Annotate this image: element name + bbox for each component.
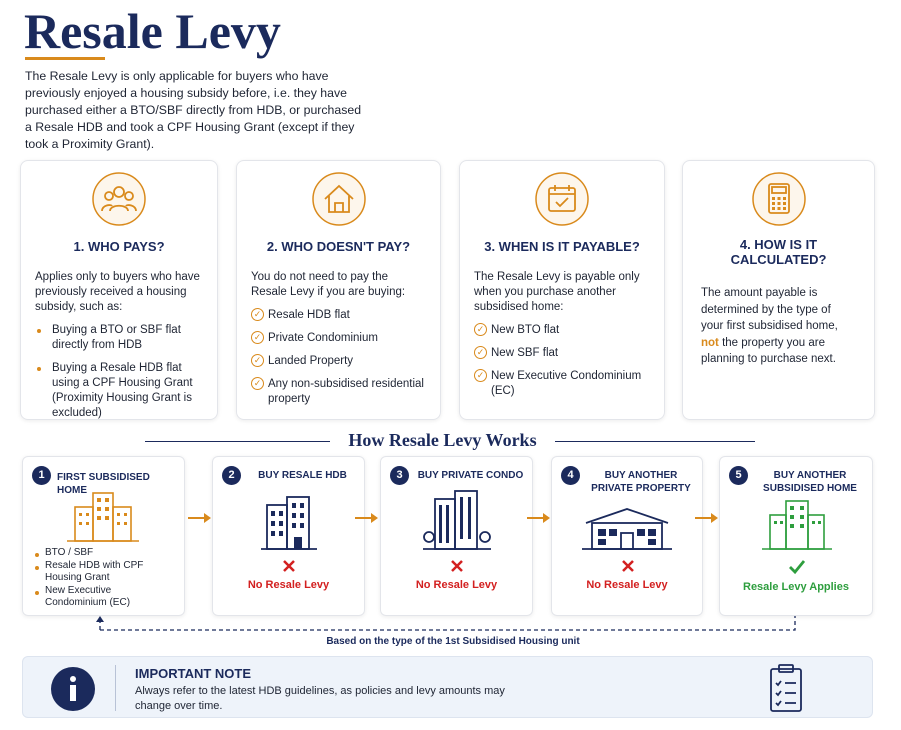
step-title: BUY PRIVATE CONDO: [417, 470, 524, 481]
card: 4. HOW IS IT CALCULATED? The amount paya…: [682, 160, 875, 420]
step-number: 5: [729, 466, 748, 485]
house-icon: [582, 508, 672, 550]
list-item: Landed Property: [251, 354, 426, 369]
list-item: Resale HDB with CPF Housing Grant: [33, 560, 173, 584]
step: 2 BUY RESALE HDB No Resale Levy: [212, 456, 365, 616]
step-number: 3: [390, 466, 409, 485]
building-icon: [261, 496, 317, 550]
list-item: BTO / SBF: [33, 547, 173, 559]
divider: [145, 441, 330, 442]
card-text: The amount payable is determined by the …: [697, 285, 860, 368]
title: Resale Levy: [24, 3, 281, 59]
step: 1 FIRST SUBSIDISED HOME BTO / SBF Resale …: [22, 456, 185, 616]
text: the property you are planning to purchas…: [701, 336, 836, 366]
list: Buying a BTO or SBF flat directly from H…: [35, 323, 203, 421]
list-item: Buying a Resale HDB flat using a CPF Hou…: [35, 361, 203, 421]
card: 2. WHO DOESN'T PAY? You do not need to p…: [236, 160, 441, 420]
building-icon: [67, 492, 139, 542]
list-item: New Executive Condominium (EC): [474, 369, 650, 399]
note-text: Always refer to the latest HDB guideline…: [135, 685, 505, 712]
step-title: BUY RESALE HDB: [258, 470, 347, 481]
step-result: No Resale Levy: [586, 579, 668, 591]
emphasis: not: [701, 336, 719, 349]
card-text: The Resale Levy is payable only when you…: [474, 271, 640, 313]
cross-icon: [622, 560, 634, 572]
icon: [92, 172, 146, 226]
card-title: 1. WHO PAYS?: [73, 239, 165, 254]
step-result: No Resale Levy: [247, 579, 330, 591]
step-number: 1: [32, 466, 51, 485]
step-title: BUY ANOTHER SUBSIDISED HOME: [763, 470, 857, 494]
note: IMPORTANT NOTE Always refer to the lates…: [22, 656, 873, 718]
step: 5 BUY ANOTHER SUBSIDISED HOME Resale Lev…: [719, 456, 873, 616]
step-number: 4: [561, 466, 580, 485]
info-icon: [51, 667, 95, 711]
list-item: Buying a BTO or SBF flat directly from H…: [35, 323, 203, 353]
step-title: FIRST SUBSIDISED HOME: [57, 472, 150, 496]
cross-icon: [451, 560, 463, 572]
card-title: 2. WHO DOESN'T PAY?: [266, 239, 411, 254]
list-item: New Executive Condominium (EC): [33, 585, 173, 609]
list-item: Any non-subsidised residential property: [251, 377, 426, 407]
list: New BTO flat New SBF flat New Executive Co…: [474, 323, 650, 399]
icon: [535, 172, 589, 226]
step-result: No Resale Levy: [415, 579, 498, 591]
list: BTO / SBF Resale HDB with CPF Housing Gra…: [33, 547, 173, 610]
card-text: You do not need to pay the Resale Levy i…: [251, 271, 406, 298]
card-text: Applies only to buyers who have previous…: [35, 271, 200, 313]
footnote: Based on the type of the 1st Subsidised …: [326, 636, 580, 647]
card-title: 4. HOW IS IT CALCULATED?: [730, 237, 827, 267]
list-item: Private Condominium: [251, 331, 426, 346]
list-item: New SBF flat: [474, 346, 650, 361]
section-heading: How Resale Levy Works: [348, 430, 537, 450]
step: 4 BUY ANOTHER PRIVATE PROPERTY No Resale…: [551, 456, 703, 616]
step-number: 2: [222, 466, 241, 485]
card: 1. WHO PAYS? Applies only to buyers who …: [20, 160, 218, 420]
text: The amount payable is determined by the …: [701, 287, 838, 332]
divider: [555, 441, 755, 442]
clipboard-icon: [770, 664, 802, 712]
step-result: Resale Levy Applies: [743, 581, 849, 593]
step: 3 BUY PRIVATE CONDO No Resale Levy: [380, 456, 533, 616]
divider: [115, 665, 116, 711]
list-item: Resale HDB flat: [251, 308, 426, 323]
note-title: IMPORTANT NOTE: [135, 666, 252, 681]
cross-icon: [283, 560, 295, 572]
list-item: New BTO flat: [474, 323, 650, 338]
building-icon: [762, 500, 832, 550]
connectors: [96, 513, 796, 631]
card-title: 3. WHEN IS IT PAYABLE?: [484, 239, 640, 254]
icon: [311, 172, 366, 226]
step-title: BUY ANOTHER PRIVATE PROPERTY: [591, 470, 691, 494]
title-underline: [25, 57, 105, 60]
intro: The Resale Levy is only applicable for b…: [25, 69, 362, 151]
list: Resale HDB flat Private Condominium Landed…: [251, 308, 426, 407]
building-icon: [423, 490, 491, 550]
icon: [751, 172, 806, 226]
check-icon: [789, 560, 806, 575]
card: 3. WHEN IS IT PAYABLE? The Resale Levy i…: [459, 160, 665, 420]
